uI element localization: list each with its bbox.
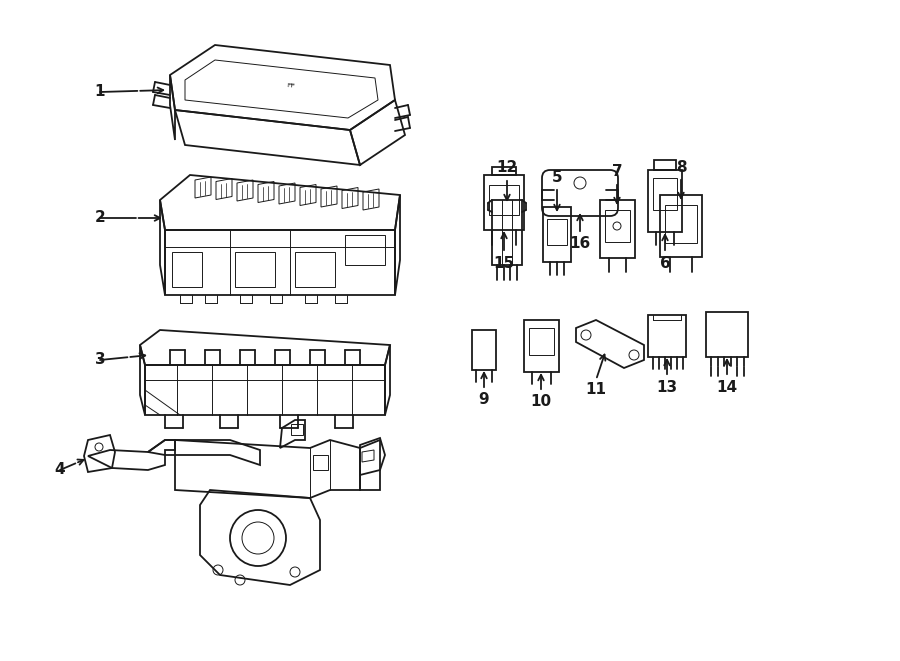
Text: 14: 14 [716, 379, 738, 395]
Text: 3: 3 [94, 352, 105, 368]
Text: 16: 16 [570, 237, 590, 251]
Text: 6: 6 [660, 256, 670, 270]
Text: 5: 5 [552, 169, 562, 184]
Text: 11: 11 [586, 383, 607, 397]
Text: 9: 9 [479, 393, 490, 407]
Text: 8: 8 [676, 159, 687, 175]
Text: 2: 2 [94, 210, 105, 225]
Text: ᴾᴾ: ᴾᴾ [285, 83, 294, 93]
Text: 15: 15 [493, 256, 515, 270]
Text: 10: 10 [530, 395, 552, 410]
Text: 13: 13 [656, 379, 678, 395]
Text: 12: 12 [497, 161, 518, 176]
Text: 7: 7 [612, 165, 622, 180]
Text: 4: 4 [55, 463, 66, 477]
Text: 1: 1 [94, 85, 105, 100]
